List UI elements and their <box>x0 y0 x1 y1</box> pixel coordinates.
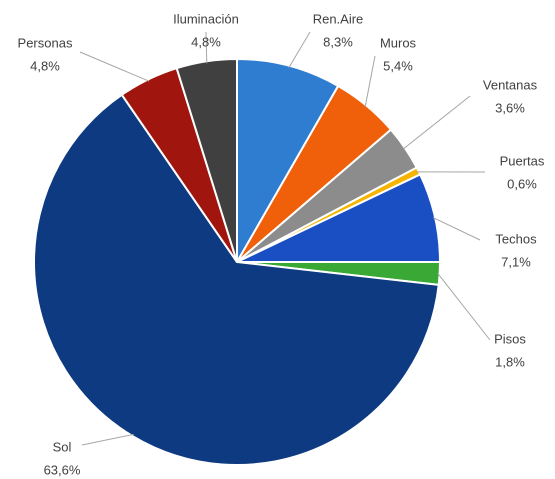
leader-line <box>437 273 491 341</box>
pie-slice <box>236 57 340 266</box>
slice-label: Puertas <box>500 153 545 168</box>
slice-label: Pisos <box>494 331 526 346</box>
slice-label: Techos <box>495 231 537 246</box>
slice-value-label: 4,8% <box>191 34 221 49</box>
slice-label: Personas <box>18 35 73 50</box>
slice-label: Iluminación <box>173 11 239 26</box>
leader-line <box>432 217 481 241</box>
slice-value-label: 7,1% <box>501 254 531 269</box>
pie-slice <box>33 93 440 466</box>
slice-value-label: 1,8% <box>495 354 525 369</box>
leader-line <box>205 31 208 64</box>
leader-line <box>79 51 150 82</box>
slice-value-label: 5,4% <box>383 58 413 73</box>
slice-label: Ventanas <box>483 77 538 92</box>
leader-line <box>81 433 134 446</box>
slice-value-label: 8,3% <box>323 34 353 49</box>
slice-value-label: 4,8% <box>30 58 60 73</box>
slice-value-label: 0,6% <box>507 176 537 191</box>
slice-label: Sol <box>53 439 72 454</box>
slice-label: Muros <box>380 35 417 50</box>
slice-label: Ren.Aire <box>313 11 364 26</box>
slice-value-label: 3,6% <box>495 100 525 115</box>
leader-line <box>364 55 376 108</box>
leader-line <box>402 95 471 150</box>
leader-line <box>288 31 311 69</box>
slice-value-label: 63,6% <box>44 462 81 477</box>
